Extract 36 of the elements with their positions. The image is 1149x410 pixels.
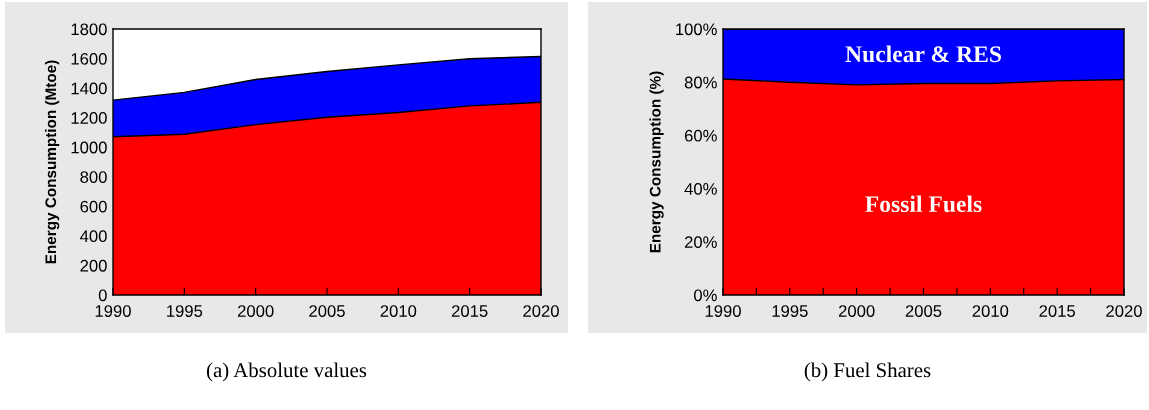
y-axis-title: Energy Consumption (%) bbox=[649, 71, 664, 253]
x-tick-label: 2015 bbox=[451, 305, 488, 317]
x-tick-label: 1995 bbox=[167, 305, 203, 317]
y-tick-label: 60% bbox=[684, 129, 717, 142]
series-label: Nuclear & RES bbox=[845, 45, 1001, 63]
y-tick-label: 1200 bbox=[71, 112, 107, 124]
x-tick-label: 1990 bbox=[705, 305, 741, 317]
y-tick-label: 1600 bbox=[71, 52, 107, 65]
x-tick-label: 2015 bbox=[1039, 305, 1076, 317]
y-tick-label: 1400 bbox=[71, 82, 107, 95]
x-tick-label: 2020 bbox=[523, 305, 559, 317]
text: (b) Fuel Shares bbox=[804, 362, 931, 382]
x-tick-label: 1990 bbox=[95, 305, 131, 317]
text: (a) Absolute values bbox=[206, 362, 367, 382]
y-tick-label: 800 bbox=[80, 171, 107, 183]
y-tick-label: 100% bbox=[676, 23, 717, 36]
y-tick-label: 400 bbox=[80, 230, 107, 243]
y-tick-label: 0 bbox=[98, 289, 107, 302]
y-axis-title: Energy Consumption (Mtoe) bbox=[44, 60, 60, 264]
x-tick-label: 1995 bbox=[772, 305, 808, 317]
y-tick-label: 40% bbox=[684, 183, 717, 195]
x-tick-label: 2005 bbox=[905, 305, 942, 317]
x-tick-label: 2000 bbox=[838, 305, 875, 317]
x-tick-label: 2010 bbox=[972, 305, 1009, 317]
y-tick-label: 80% bbox=[684, 76, 717, 89]
x-tick-label: 2020 bbox=[1106, 305, 1142, 317]
y-tick-label: 20% bbox=[684, 236, 717, 248]
y-tick-label: 0% bbox=[694, 289, 717, 302]
y-tick-label: 1800 bbox=[71, 23, 107, 36]
x-tick-label: 2005 bbox=[309, 305, 345, 317]
y-tick-label: 1000 bbox=[71, 141, 107, 154]
x-tick-label: 2010 bbox=[380, 305, 417, 317]
y-tick-label: 600 bbox=[80, 200, 107, 213]
y-tick-label: 200 bbox=[80, 259, 107, 272]
series-label: Fossil Fuels bbox=[865, 195, 982, 213]
x-tick-label: 2000 bbox=[237, 305, 274, 317]
